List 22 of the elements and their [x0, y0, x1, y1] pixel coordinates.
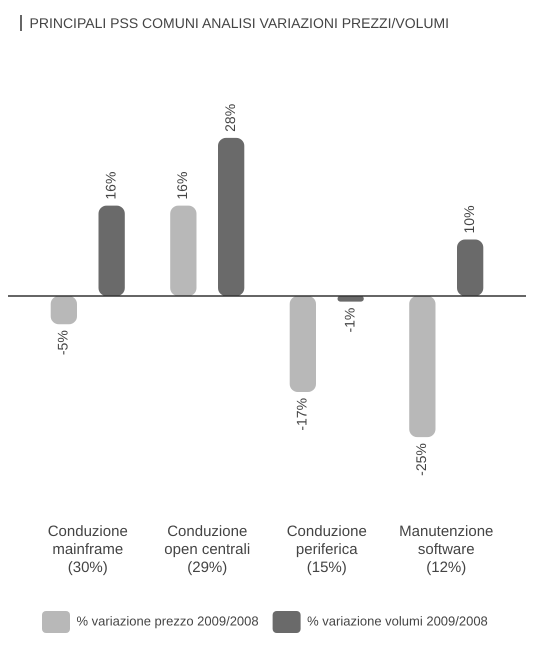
- data-label: 16%: [174, 172, 190, 200]
- bar: [409, 296, 436, 438]
- data-label: -25%: [413, 443, 430, 476]
- x-tick-label: Conduzione periferica (15%): [286, 523, 367, 576]
- bar: [98, 206, 125, 296]
- data-label: -5%: [54, 330, 71, 356]
- data-label: -17%: [294, 398, 310, 431]
- data-label: 28%: [222, 104, 238, 132]
- bar: [338, 296, 364, 302]
- data-label: 16%: [102, 172, 119, 200]
- bar: [218, 138, 244, 296]
- x-tick-label: Conduzione mainframe (30%): [48, 523, 128, 576]
- data-label: 10%: [461, 205, 478, 234]
- legend-label: % variazione volumi 2009/2008: [307, 614, 488, 629]
- bar: [457, 240, 484, 296]
- bar: [170, 206, 196, 296]
- x-tick-label: Conduzione open centrali (29%): [164, 523, 250, 576]
- legend-label: % variazione prezzo 2009/2008: [76, 614, 259, 629]
- chart-title: PRINCIPALI PSS COMUNI ANALISI VARIAZIONI PREZZI/VOLUMI: [30, 15, 450, 31]
- bar: [290, 296, 316, 392]
- data-label: -1%: [342, 308, 358, 333]
- x-tick-label: Manutenzione software (12%): [399, 523, 494, 576]
